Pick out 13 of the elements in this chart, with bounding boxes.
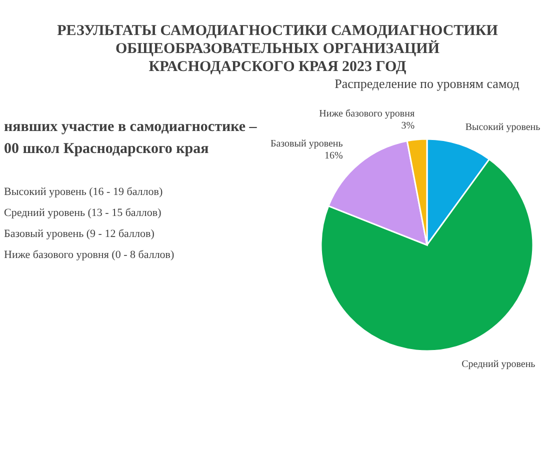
data-label: 3%	[401, 120, 415, 132]
text: Высокий уровень (16 - 19 баллов)	[4, 186, 164, 198]
text: Ниже базового уровня (0 - 8 баллов)	[4, 249, 176, 261]
slice-label: Базовый уровень	[270, 138, 344, 150]
slice-label: Высокий уровень	[465, 122, 541, 134]
data-label: 16%	[324, 150, 343, 162]
text: Средний уровень (13 - 15 баллов)	[4, 207, 162, 219]
slice-label: Средний уровень	[462, 359, 536, 370]
chart-title: РЕЗУЛЬТАТЫ САМОДИАГНОСТИКИ САМОДИАГНОСТИКИ ОБЩЕОБРАЗОВАТЕЛЬНЫХ ОРГАНИЗАЦИЙ КРАСНОДАРСКОГО КРАЯ 2023 ГОД	[56, 22, 499, 76]
text: нявших участие в самодиагностике – 00 школ Краснодарского края	[4, 118, 258, 159]
text: Базовый уровень (9 - 12 баллов)	[4, 228, 156, 240]
slice-label: Ниже базового уровня	[319, 108, 415, 120]
chart-subtitle: Распределение по уровням самод	[334, 76, 520, 91]
